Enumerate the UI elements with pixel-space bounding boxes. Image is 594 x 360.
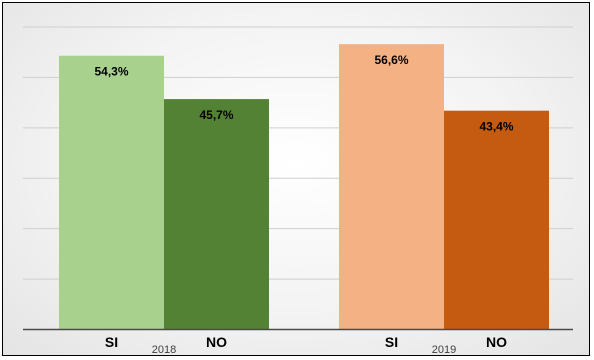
data-label: 43,4%: [479, 120, 513, 134]
category-label: NO: [486, 334, 507, 350]
bars: 54,3% 45,7% 56,6% 43,4%: [59, 44, 549, 330]
data-label: 54,3%: [94, 65, 128, 79]
data-label: 45,7%: [199, 108, 233, 122]
group-label: 2019: [432, 344, 456, 356]
category-label: SI: [385, 334, 398, 350]
chart-frame: 54,3% 45,7% 56,6% 43,4% SI NO 2018 SI NO 2019: [2, 2, 590, 356]
category-label: NO: [206, 334, 227, 350]
bar-chart: 54,3% 45,7% 56,6% 43,4% SI NO 2018 SI NO 2019: [23, 26, 573, 356]
bar-2019-no: [444, 110, 549, 330]
bar-2018-no: [164, 99, 269, 330]
bar-2018-si: [59, 55, 164, 330]
x-axis: SI NO 2018 SI NO 2019: [23, 328, 573, 356]
category-label: SI: [105, 334, 118, 350]
data-label: 56,6%: [374, 53, 408, 67]
group-label: 2018: [152, 344, 176, 356]
bar-2019-si: [339, 44, 444, 330]
